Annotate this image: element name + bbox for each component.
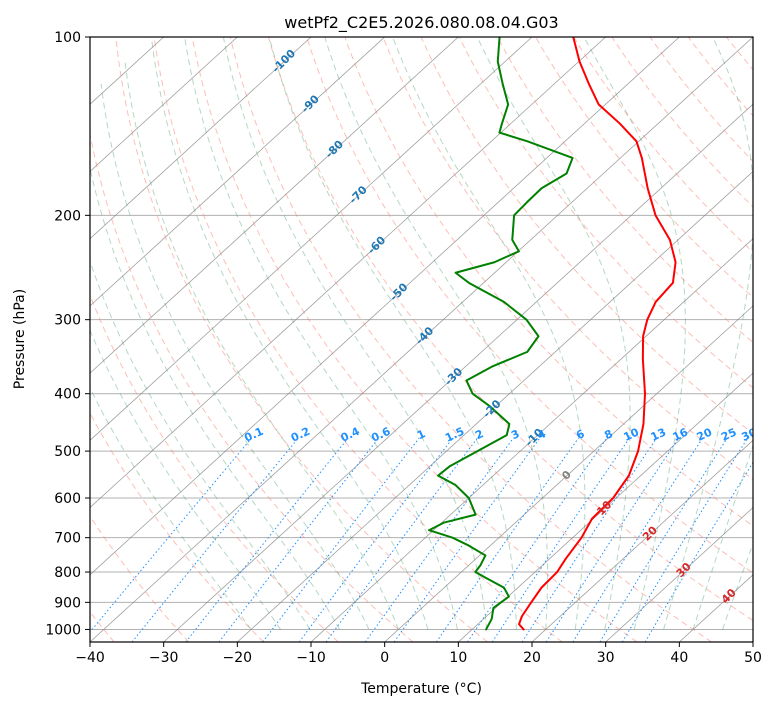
moist-adiabat-line	[124, 61, 399, 630]
moist-adiabat-line	[90, 386, 252, 630]
y-tick-label: 300	[54, 313, 81, 329]
y-axis-label: Pressure (hPa)	[12, 289, 28, 389]
y-tick-label: 600	[54, 491, 81, 507]
mixing-ratio-line	[90, 437, 253, 633]
isotherm-line	[90, 37, 753, 642]
isotherm-line	[458, 372, 753, 642]
x-tick-label: 50	[744, 650, 762, 666]
dry-adiabat-line	[420, 37, 753, 435]
isotherm-line	[90, 37, 680, 576]
dry-adiabat-line	[191, 37, 638, 642]
y-tick-label: 900	[54, 595, 81, 611]
x-axis-label: Temperature (°C)	[360, 681, 482, 697]
isotherm-line	[90, 37, 238, 172]
x-axis: −40 −30 −20 −10 0 10 20 30 40 50	[75, 642, 762, 666]
mixing-ratio-line	[491, 437, 630, 642]
dry-adiabat-line	[229, 37, 712, 642]
plot-frame	[89, 36, 754, 643]
dry-adiabat-line	[115, 37, 488, 642]
dry-adiabat-line	[573, 37, 753, 253]
isotherm-line	[163, 103, 753, 642]
temperature-profile-line	[518, 37, 677, 631]
isotherm-line	[384, 305, 753, 642]
dry-adiabat-line	[153, 37, 563, 642]
y-tick-label: 200	[54, 208, 81, 224]
mixing-ratio-label: 16	[671, 425, 691, 443]
y-tick-label: 500	[54, 444, 81, 460]
y-tick-label: 100	[54, 30, 81, 46]
mixing-ratio-label: 25	[719, 426, 738, 444]
y-tick-label: 700	[54, 531, 81, 547]
moist-adiabat-line	[100, 83, 370, 630]
dry-adiabat-line	[90, 131, 414, 642]
mixing-ratio-line	[298, 437, 454, 642]
x-tick-label: −20	[223, 650, 253, 666]
moist-adiabat-line	[476, 37, 631, 630]
dewpoint-profile-line	[428, 37, 574, 631]
background-grid	[90, 37, 753, 642]
moist-adiabat-line	[268, 37, 517, 630]
dry-adiabat-line	[649, 37, 753, 163]
isotherm-line	[605, 507, 753, 642]
moist-adiabat-line	[150, 37, 429, 630]
mixing-ratio-line	[545, 437, 680, 642]
chart-title: wetPf2_C2E5.2026.080.08.04.G03	[284, 13, 558, 33]
mixing-ratio-line	[599, 437, 728, 642]
mixing-ratio-label: 13	[649, 426, 668, 444]
profile-lines	[428, 37, 677, 631]
mixing-ratio-line	[467, 437, 608, 642]
x-tick-label: 30	[597, 650, 615, 666]
moist-adiabat-line	[663, 37, 753, 630]
isotherm-line	[531, 439, 753, 642]
mixing-ratio-line	[521, 437, 658, 642]
dry-adiabat-line	[90, 412, 264, 642]
x-tick-label: −30	[149, 650, 179, 666]
x-tick-label: −10	[296, 650, 326, 666]
x-tick-label: 40	[670, 650, 688, 666]
moist-adiabat-line	[583, 37, 686, 630]
y-axis: 1000 900 800 700 600 500 400 300 200 100	[45, 30, 90, 638]
isotherm-line	[90, 37, 533, 441]
dry-adiabat-line	[306, 37, 753, 574]
dry-adiabat-line	[382, 37, 753, 481]
mixing-ratio-label: 30	[740, 425, 760, 443]
moist-adiabat-line	[722, 542, 753, 630]
dry-adiabat-line	[268, 37, 753, 622]
mixing-ratio-label: 10	[622, 425, 642, 443]
isotherm-line	[237, 170, 753, 642]
isotherm-line	[90, 37, 459, 374]
x-tick-label: 20	[523, 650, 541, 666]
mixing-ratio-line	[572, 437, 704, 642]
moist-adiabat-line	[324, 37, 549, 630]
y-tick-label: 800	[54, 565, 81, 581]
isotherm-line	[90, 37, 385, 307]
mixing-ratio-line	[262, 437, 420, 642]
mixing-ratio-line	[436, 437, 580, 642]
dry-adiabat-line	[90, 293, 339, 642]
mixing-ratio-line	[393, 437, 541, 642]
mixing-ratio-line	[218, 437, 380, 642]
moist-adiabat-line	[692, 443, 753, 630]
mixing-ratio-label: 20	[695, 425, 715, 443]
moist-adiabat-line	[184, 37, 458, 630]
y-tick-label: 1000	[45, 622, 81, 638]
moist-adiabat-line	[222, 37, 488, 630]
x-tick-label: 10	[449, 650, 467, 666]
y-tick-label: 400	[54, 387, 81, 403]
dry-adiabat-line	[496, 37, 753, 344]
x-tick-label: −40	[75, 650, 105, 666]
mixing-ratio-line	[185, 437, 349, 642]
isotherm-line	[90, 37, 606, 509]
isotherm-line	[90, 37, 312, 240]
x-tick-label: 0	[380, 650, 389, 666]
